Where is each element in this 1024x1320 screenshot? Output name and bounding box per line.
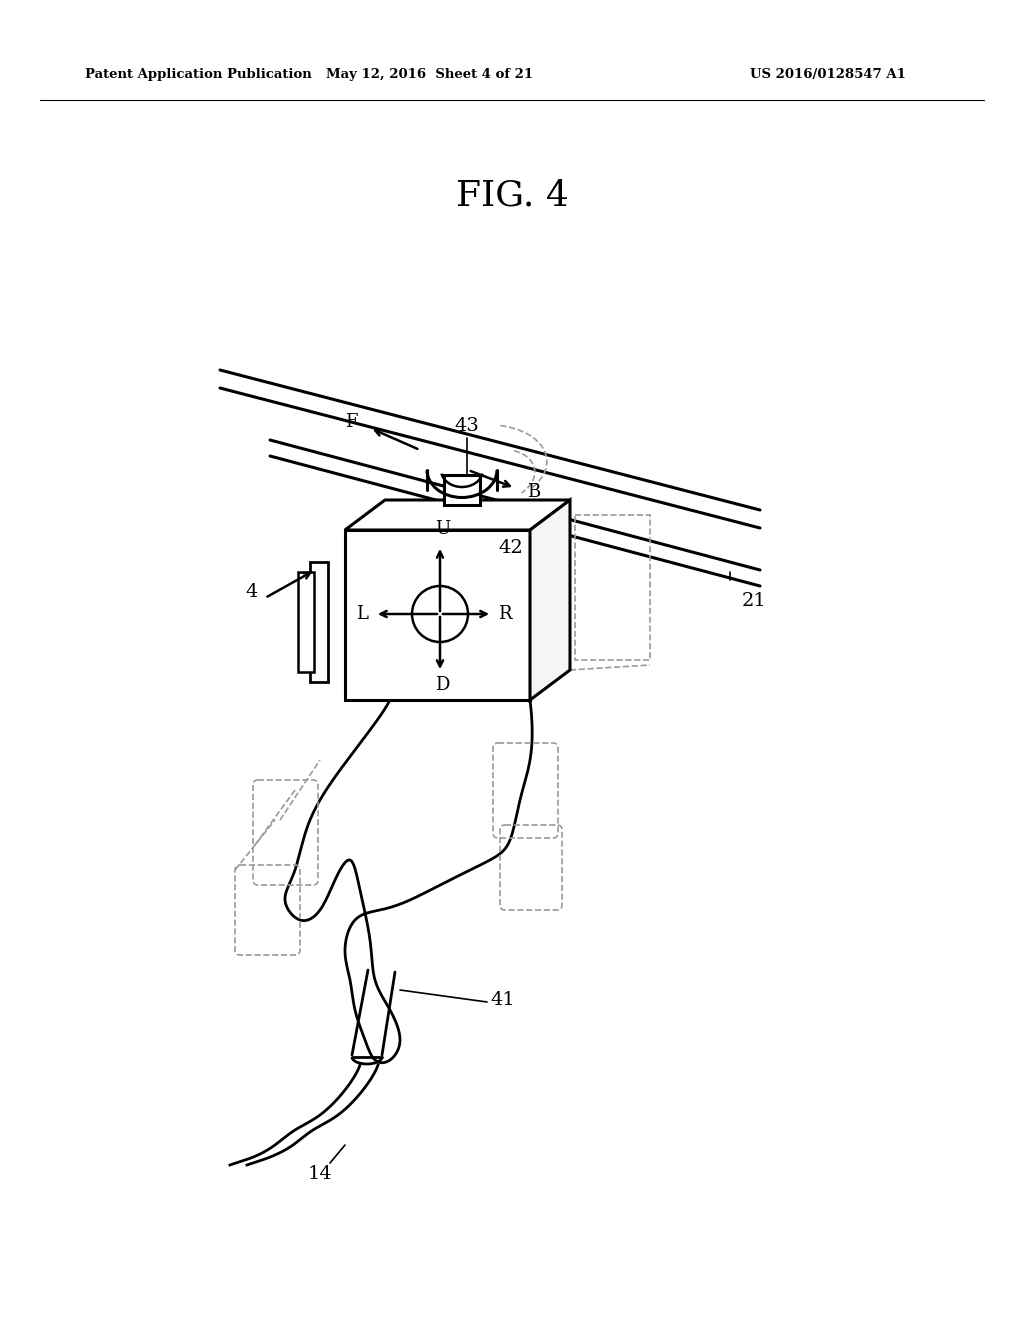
Text: May 12, 2016  Sheet 4 of 21: May 12, 2016 Sheet 4 of 21 [327, 69, 534, 81]
Text: B: B [527, 483, 541, 502]
Text: F: F [345, 413, 358, 432]
Text: Patent Application Publication: Patent Application Publication [85, 69, 311, 81]
Text: US 2016/0128547 A1: US 2016/0128547 A1 [750, 69, 906, 81]
Text: R: R [498, 605, 512, 623]
Text: 42: 42 [498, 539, 522, 557]
Text: FIG. 4: FIG. 4 [456, 178, 568, 213]
Bar [310, 562, 328, 682]
Text: 21: 21 [742, 591, 767, 610]
Polygon shape [345, 500, 570, 531]
Text: 4: 4 [246, 583, 258, 601]
Text: 14: 14 [307, 1166, 333, 1183]
Text: D: D [435, 676, 450, 694]
Bar [444, 475, 480, 506]
Text: 43: 43 [455, 417, 479, 436]
Bar [345, 531, 530, 700]
Bar [298, 572, 314, 672]
Text: 41: 41 [490, 991, 515, 1008]
Text: L: L [356, 605, 368, 623]
Polygon shape [530, 500, 570, 700]
Bar [575, 515, 650, 660]
Text: U: U [435, 520, 451, 539]
